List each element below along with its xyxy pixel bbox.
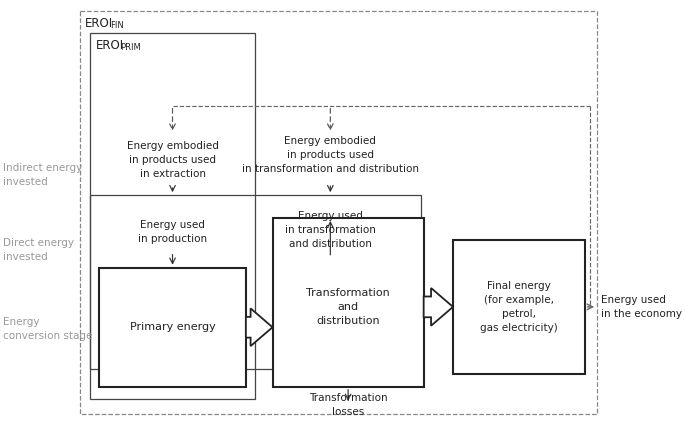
Text: PRIM: PRIM [121,43,141,52]
Text: Energy used
in production: Energy used in production [138,220,207,244]
Text: Direct energy
invested: Direct energy invested [3,238,74,262]
Text: Transformation
and
distribution: Transformation and distribution [306,289,390,326]
Text: Energy used
in transformation
and distribution: Energy used in transformation and distri… [285,211,376,249]
Text: Primary energy: Primary energy [129,322,215,332]
Polygon shape [246,309,273,346]
Text: EROI: EROI [96,39,124,52]
Text: Energy embodied
in products used
in extraction: Energy embodied in products used in extr… [127,142,219,179]
Bar [90,195,421,369]
Text: Final energy
(for example,
petrol,
gas electricity): Final energy (for example, petrol, gas e… [480,281,558,333]
Text: EROI: EROI [85,17,113,30]
Text: Energy used
in the economy: Energy used in the economy [601,295,682,319]
Text: Transformation
losses: Transformation losses [309,393,388,416]
Text: Energy embodied
in products used
in transformation and distribution: Energy embodied in products used in tran… [242,136,419,174]
Bar [79,11,597,414]
Bar [453,240,584,374]
Text: Indirect energy
invested: Indirect energy invested [3,163,82,187]
Text: Energy
conversion stage: Energy conversion stage [3,317,92,341]
Bar [273,218,423,387]
Polygon shape [423,288,453,326]
Text: FIN: FIN [110,21,123,30]
Bar [99,268,246,387]
Bar [90,33,255,399]
